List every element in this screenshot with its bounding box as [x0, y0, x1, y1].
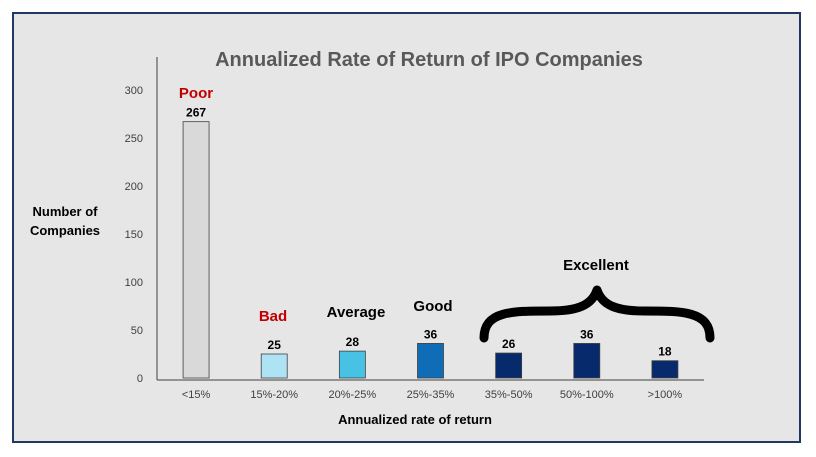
annotation-poor: Poor [179, 85, 213, 102]
x-tick-label: <15% [182, 389, 211, 401]
bar [260, 353, 288, 379]
data-label: 25 [268, 338, 282, 352]
y-axis-title-line2: Companies [30, 223, 100, 238]
annotation-bad: Bad [259, 308, 287, 325]
y-tick-label: 200 [125, 181, 143, 193]
bars [182, 121, 679, 379]
bar [182, 121, 210, 379]
annotation-excellent: Excellent [563, 257, 629, 274]
bar [417, 343, 444, 379]
category-labels: <15% 15%-20% 20%-25% 25%-35% 35%-50% 50%-100%… [182, 389, 683, 401]
excellent-brace [479, 285, 715, 343]
bar [573, 343, 601, 379]
bar [651, 360, 679, 379]
y-axis-title-line1: Number of [33, 204, 99, 219]
x-tick-label: >100% [648, 389, 683, 401]
y-tick-label: 0 [137, 373, 143, 385]
data-label: 267 [186, 106, 206, 120]
y-tick-label: 50 [131, 325, 143, 337]
x-tick-label: 15%-20% [250, 389, 298, 401]
y-tick-label: 250 [125, 133, 143, 145]
data-label: 28 [346, 335, 360, 349]
x-tick-label: 50%-100% [560, 389, 614, 401]
y-tick-label: 100 [125, 277, 143, 289]
data-label: 36 [424, 327, 438, 341]
data-labels: 267 25 28 36 26 36 18 [186, 106, 672, 359]
x-tick-label: 25%-35% [407, 389, 455, 401]
data-label: 36 [580, 327, 594, 341]
annotation-average: Average [327, 304, 386, 321]
x-tick-label: 35%-50% [485, 389, 533, 401]
data-label: 18 [658, 345, 672, 359]
x-axis-title: Annualized rate of return [338, 412, 492, 427]
bar [495, 352, 523, 379]
annotation-good: Good [413, 298, 452, 315]
y-tick-label: 150 [125, 229, 143, 241]
y-tick-label: 300 [125, 85, 143, 97]
chart-title: Annualized Rate of Return of IPO Compani… [215, 49, 643, 71]
bar [338, 350, 366, 379]
x-tick-label: 20%-25% [329, 389, 377, 401]
data-label: 26 [502, 337, 516, 351]
y-ticks: 0 50 100 150 200 250 300 [125, 85, 143, 385]
